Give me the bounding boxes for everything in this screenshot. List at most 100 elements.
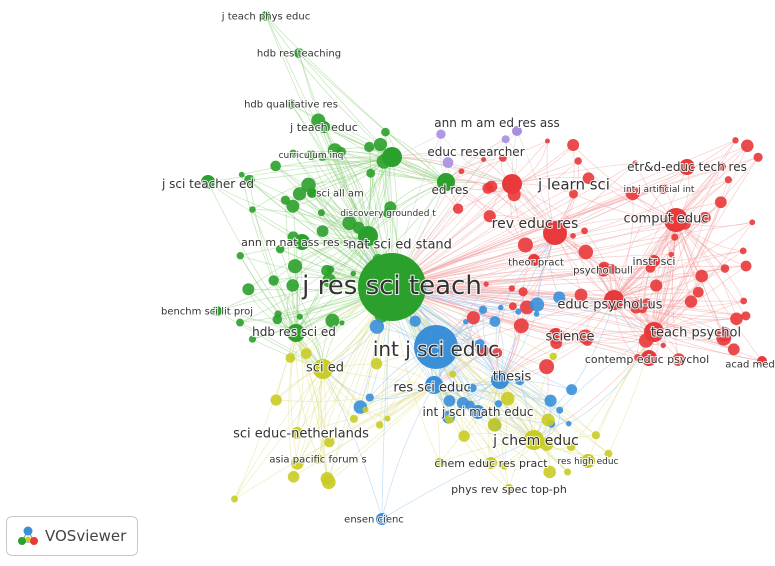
network-node-minor[interactable] <box>714 196 727 209</box>
node-label[interactable]: int j sci math educ <box>422 404 535 420</box>
node-label[interactable]: educ psychol-us <box>556 297 663 314</box>
network-node-minor[interactable] <box>692 286 704 298</box>
network-node-minor[interactable] <box>286 199 300 213</box>
network-node-minor[interactable] <box>518 287 528 297</box>
network-node-minor[interactable] <box>268 275 279 286</box>
network-node-minor[interactable] <box>650 279 663 292</box>
network-node[interactable] <box>376 513 388 525</box>
network-node-minor[interactable] <box>740 297 748 305</box>
network-node-minor[interactable] <box>467 383 477 393</box>
network-node-minor[interactable] <box>289 149 298 158</box>
network-node-minor[interactable] <box>749 219 756 226</box>
node-label[interactable]: j teach educ <box>288 120 359 135</box>
node-label[interactable]: acad med <box>724 359 775 372</box>
network-node-minor[interactable] <box>544 394 557 407</box>
network-node-minor[interactable] <box>349 414 358 423</box>
network-node-minor[interactable] <box>444 414 454 424</box>
network-node-minor[interactable] <box>436 129 446 139</box>
network-node-minor[interactable] <box>482 182 494 194</box>
network-node[interactable] <box>313 359 333 379</box>
network-node[interactable] <box>648 255 660 267</box>
network-node-minor[interactable] <box>570 232 576 239</box>
network-node-minor[interactable] <box>231 495 239 503</box>
network-node[interactable] <box>212 306 222 316</box>
network-node-minor[interactable] <box>508 285 516 292</box>
network-node-minor[interactable] <box>381 127 390 137</box>
network-node-minor[interactable] <box>672 353 686 367</box>
network-node[interactable] <box>597 264 609 276</box>
network-node[interactable] <box>294 234 310 250</box>
network-node-minor[interactable] <box>458 430 470 442</box>
network-node-minor[interactable] <box>574 157 582 165</box>
network-node-minor[interactable] <box>483 210 496 223</box>
network-node[interactable] <box>502 174 522 194</box>
network-node[interactable] <box>318 121 330 133</box>
network-node-minor[interactable] <box>724 176 732 184</box>
network-node[interactable] <box>287 324 305 342</box>
node-label[interactable]: sci educ-netherlands <box>232 426 370 443</box>
network-node[interactable] <box>664 208 688 232</box>
network-node-minor[interactable] <box>529 297 545 312</box>
network-node-minor[interactable] <box>287 471 300 483</box>
network-node-minor[interactable] <box>695 269 708 283</box>
network-node-minor[interactable] <box>463 318 469 325</box>
network-node-minor[interactable] <box>671 233 679 241</box>
network-node[interactable] <box>485 457 497 469</box>
network-node[interactable] <box>512 126 522 136</box>
network-node-minor[interactable] <box>326 265 335 274</box>
network-node-minor[interactable] <box>362 406 369 413</box>
network-node-minor[interactable] <box>740 260 752 272</box>
network-node-minor[interactable] <box>753 152 763 162</box>
network-node-minor[interactable] <box>500 391 515 406</box>
network-node[interactable] <box>491 371 509 389</box>
network-node-minor[interactable] <box>296 313 303 320</box>
network-node-minor[interactable] <box>375 421 384 429</box>
node-label[interactable]: ed res <box>430 182 469 198</box>
network-node-minor[interactable] <box>316 225 329 237</box>
network-node-minor[interactable] <box>270 160 281 172</box>
network-node-minor[interactable] <box>730 312 743 326</box>
network-node-minor[interactable] <box>285 353 296 363</box>
network-node[interactable] <box>504 484 514 494</box>
node-label[interactable]: hdb res teaching <box>256 48 342 61</box>
network-node-minor[interactable] <box>720 264 730 273</box>
network-node-minor[interactable] <box>567 138 580 151</box>
network-node[interactable] <box>307 188 317 198</box>
node-label[interactable]: sci all am <box>315 188 364 201</box>
network-node-minor[interactable] <box>549 352 557 361</box>
network-node-minor[interactable] <box>604 449 613 458</box>
network-node-minor[interactable] <box>544 138 550 144</box>
network-node-minor[interactable] <box>492 347 503 358</box>
node-label[interactable]: educ researcher <box>426 144 525 160</box>
network-node-minor[interactable] <box>498 154 507 162</box>
network-node-minor[interactable] <box>350 270 357 277</box>
network-node-minor[interactable] <box>478 305 488 314</box>
network-node-minor[interactable] <box>684 295 698 308</box>
vosviewer-logo[interactable]: VOSviewer <box>6 516 138 556</box>
network-node-minor[interactable] <box>242 283 255 296</box>
network-node[interactable] <box>581 454 595 468</box>
network-node[interactable] <box>358 253 426 321</box>
node-label[interactable]: comput educ <box>622 211 709 228</box>
network-node[interactable] <box>437 173 455 191</box>
network-node-minor[interactable] <box>741 311 751 321</box>
network-node-minor[interactable] <box>565 420 572 427</box>
network-node[interactable] <box>757 356 767 366</box>
node-label[interactable]: res high educ <box>557 456 620 468</box>
network-node-minor[interactable] <box>365 393 374 402</box>
network-node[interactable] <box>382 147 402 167</box>
network-node[interactable] <box>641 350 657 366</box>
network-node-minor[interactable] <box>564 468 572 476</box>
network-node-minor[interactable] <box>566 384 578 396</box>
network-node-minor[interactable] <box>300 348 312 359</box>
network-node-minor[interactable] <box>582 172 595 185</box>
network-node-minor[interactable] <box>275 244 285 254</box>
network-node-minor[interactable] <box>236 318 244 327</box>
network-node[interactable] <box>604 290 624 310</box>
node-label[interactable]: discovery grounded t <box>339 208 437 220</box>
network-node-minor[interactable] <box>291 456 304 470</box>
node-label[interactable]: sci ed <box>305 360 345 377</box>
network-node-minor[interactable] <box>581 227 588 235</box>
network-node-minor[interactable] <box>625 186 640 201</box>
